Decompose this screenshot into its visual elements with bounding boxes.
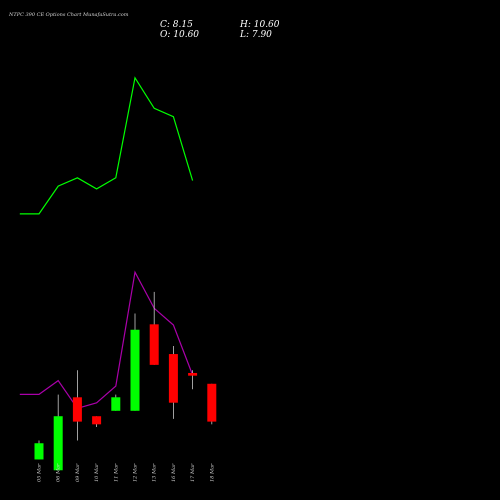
chart-title: NTPC 390 CE Options Chart MunafaSutra.co… [8,12,129,18]
lower-line-series [19,270,194,409]
candle-body [168,354,178,403]
candle [92,416,102,428]
x-tick-label: 09 Mar [75,463,81,482]
candle [188,370,198,390]
line-series-layer [19,76,194,409]
candle-body [149,324,159,365]
x-tick-label: 18 Mar [209,463,215,482]
close-value: C: 8.15 [160,20,193,30]
candle-body [188,372,198,376]
high-value: H: 10.60 [239,20,280,30]
candle-body [92,416,102,425]
x-tick-label: 05 Mar [37,463,43,482]
x-tick-label: 10 Mar [94,463,100,482]
candle [72,370,82,441]
candle [130,313,140,411]
x-tick-label: 16 Mar [171,463,177,482]
candle [34,440,44,460]
x-tick-label: 11 Mar [113,463,119,482]
candle [207,383,217,425]
candle-body [111,397,121,411]
low-value: L: 7.90 [239,30,272,40]
x-tick-label: 17 Mar [190,463,196,482]
candle-body [207,383,217,422]
candle [168,345,178,419]
candle-body [53,416,63,471]
candle [149,291,159,365]
upper-line-series [19,76,194,215]
candle [111,394,121,411]
candle [53,394,63,471]
candles-layer [34,291,217,471]
candle-body [130,329,140,411]
candle-body [72,397,82,422]
x-tick-label: 12 Mar [133,463,139,482]
open-value: O: 10.60 [160,30,199,40]
x-tick-label: 13 Mar [152,463,158,482]
x-axis-ticks: 05 Mar 06 Mar 09 Mar 10 Mar 11 Mar 12 Mar 13 M… [37,463,216,482]
x-tick-label: 06 Mar [56,463,62,482]
candle-body [34,443,44,460]
